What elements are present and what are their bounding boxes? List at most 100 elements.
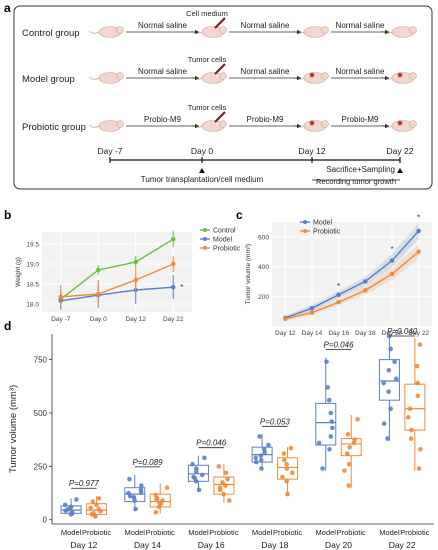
data-point [407, 406, 413, 412]
data-point [138, 489, 144, 495]
mouse-head [409, 26, 417, 34]
mouse-icon [381, 72, 417, 84]
group-label: Probiotic [400, 528, 429, 537]
treatment-label: Normal saline [241, 67, 290, 76]
data-point [336, 300, 341, 305]
data-point [139, 483, 144, 488]
syringe-icon [214, 17, 226, 29]
injection-label: Tumor cells [188, 103, 227, 112]
data-point [386, 333, 392, 339]
data-point [280, 474, 285, 480]
data-point [216, 464, 222, 469]
timeline-label: Day 12 [299, 146, 326, 156]
legend-marker [203, 228, 207, 232]
tumor-mark [309, 72, 315, 78]
panel-d-label: d [4, 319, 11, 333]
data-point [328, 434, 334, 439]
data-point [381, 380, 386, 386]
data-point [96, 267, 101, 273]
legend-marker [303, 229, 307, 233]
data-point [96, 506, 102, 512]
data-point [133, 259, 138, 265]
significance-mark: * [180, 283, 183, 292]
mouse-icon [293, 26, 329, 38]
day-label: Day 14 [134, 540, 161, 550]
data-point [385, 436, 390, 441]
mouse-head [116, 120, 124, 128]
data-point [344, 451, 350, 456]
mouse-head [219, 120, 227, 128]
arrow-head [385, 75, 389, 81]
data-point [388, 406, 393, 412]
box [378, 359, 400, 401]
data-point [405, 414, 411, 420]
y-tick-label: 18.0 [26, 302, 39, 309]
legend-marker [203, 246, 207, 250]
legend-label: Probiotic [313, 229, 341, 236]
legend-marker [203, 237, 207, 241]
mouse-icon [88, 26, 124, 38]
data-point [221, 491, 226, 497]
data-point [257, 434, 262, 439]
day-label: Day 18 [261, 540, 288, 550]
data-point [89, 512, 95, 517]
day-label: Day 20 [325, 540, 352, 550]
data-point [284, 466, 290, 471]
treatment-label: Normal saline [336, 21, 385, 30]
data-point [415, 380, 420, 386]
arrow-head [195, 75, 199, 81]
transplant-note: Tumor transplantation/cell medium [141, 175, 264, 184]
x-tick-label: Day 22 [163, 316, 184, 323]
mouse-head [321, 26, 329, 34]
group-label: Model [316, 528, 337, 537]
data-point [363, 279, 368, 284]
mouse-icon [191, 72, 227, 84]
treatment-label: Probio-M9 [144, 115, 181, 124]
group-label: Probiotic [146, 528, 175, 537]
data-point [154, 497, 159, 502]
data-point [220, 480, 225, 485]
significance-mark: * [337, 282, 340, 291]
data-point [253, 455, 259, 461]
data-point [131, 495, 137, 500]
mouse-head [116, 26, 124, 34]
p-value: P=0.089 [132, 458, 163, 467]
data-point [352, 437, 357, 442]
schematic-frame [13, 5, 433, 190]
data-point [266, 442, 271, 448]
mouse-icon [293, 120, 329, 132]
group-label: Model [252, 528, 273, 537]
arrow-head [297, 29, 301, 35]
mouse-head [321, 72, 329, 80]
mouse-icon [191, 120, 227, 132]
arrow-head [297, 75, 301, 81]
data-point [324, 359, 329, 365]
arrow-head [195, 123, 199, 129]
mouse-head [116, 72, 124, 80]
legend-label: Model [213, 237, 233, 244]
panel-b-label: b [4, 208, 11, 222]
data-point [190, 461, 195, 467]
data-point [283, 316, 288, 322]
y-tick-label: 600 [258, 234, 269, 241]
data-point [202, 455, 207, 461]
data-point [284, 479, 290, 484]
data-point [284, 461, 290, 467]
treatment-label: Normal saline [241, 21, 290, 30]
data-point [416, 466, 422, 471]
x-tick-label: Day 12 [275, 330, 296, 337]
data-point [127, 476, 132, 482]
data-point [386, 367, 392, 373]
data-point [194, 469, 199, 474]
legend: Control Model Probiotic [200, 228, 241, 253]
sacrifice-note: Sacrifice+Sampling [326, 165, 395, 174]
data-point [336, 292, 341, 297]
data-point [96, 291, 101, 297]
data-point [326, 397, 332, 403]
significance-mark: * [417, 214, 420, 223]
data-point [309, 305, 315, 311]
data-point [328, 410, 334, 416]
data-point [58, 294, 63, 299]
